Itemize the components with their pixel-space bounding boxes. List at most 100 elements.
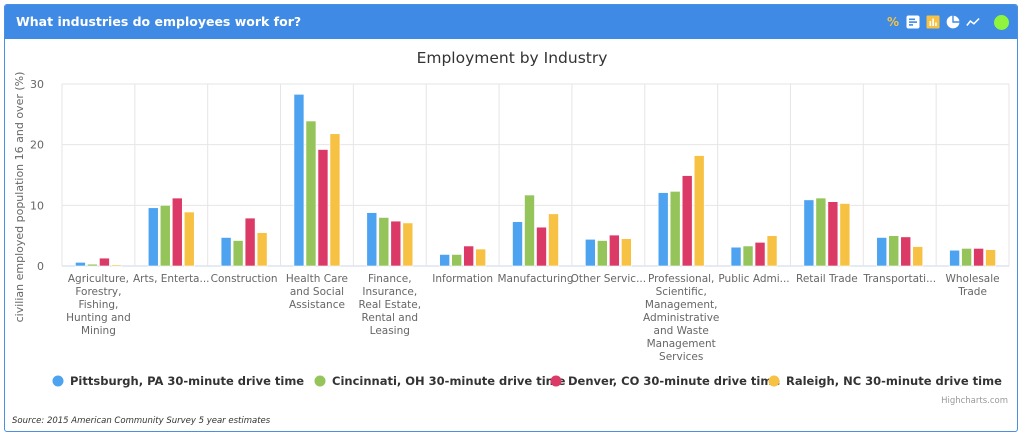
bar-denver-12[interactable]	[973, 248, 984, 267]
bar-denver-1[interactable]	[171, 197, 183, 267]
bar-cincinnati-8[interactable]	[669, 191, 681, 267]
percent-toggle-button[interactable]: %	[886, 15, 900, 29]
legend-item[interactable]: Pittsburgh, PA 30-minute drive time	[52, 374, 305, 388]
bar-denver-8[interactable]	[681, 175, 693, 267]
x-tick-label: Public Admi...	[718, 273, 789, 285]
bar-raleigh-0[interactable]	[111, 264, 122, 267]
bar-raleigh-2[interactable]	[256, 232, 268, 267]
bar-raleigh-6[interactable]	[548, 213, 559, 267]
percent-icon: %	[886, 15, 900, 29]
line-chart-button[interactable]	[966, 15, 980, 29]
legend-marker-icon	[768, 375, 780, 387]
chart-toolbar: %	[886, 12, 1009, 32]
bar-cincinnati-10[interactable]	[815, 197, 827, 267]
bar-denver-6[interactable]	[536, 226, 547, 267]
bar-pittsburgh-8[interactable]	[657, 192, 669, 267]
bar-raleigh-11[interactable]	[912, 246, 924, 267]
x-tick-label: Construction	[211, 273, 278, 285]
x-tick-label: Finance, Insurance, Real Estate, Rental and…	[359, 273, 422, 337]
y-tick-label: 20	[30, 139, 44, 152]
bar-cincinnati-1[interactable]	[159, 205, 171, 267]
y-tick-label: 10	[30, 199, 44, 212]
bar-pittsburgh-11[interactable]	[876, 237, 888, 267]
x-tick-label: Information	[432, 273, 493, 285]
bar-pittsburgh-10[interactable]	[803, 199, 815, 267]
y-tick-label: 30	[30, 78, 44, 91]
bar-denver-10[interactable]	[827, 201, 839, 267]
grid	[61, 83, 1010, 267]
x-tick-label: Health Care and Social Assistance	[286, 273, 348, 311]
legend-label: Denver, CO 30-minute drive time	[568, 374, 780, 388]
bar-pittsburgh-7[interactable]	[585, 239, 596, 267]
highcharts-credits[interactable]: Highcharts.com	[941, 396, 1008, 406]
legend-label: Cincinnati, OH 30-minute drive time	[332, 374, 566, 388]
bars	[75, 94, 996, 267]
bar-cincinnati-11[interactable]	[888, 235, 900, 267]
bar-cincinnati-9[interactable]	[742, 245, 754, 267]
x-tick-label: Other Servic...	[571, 273, 647, 285]
bar-pittsburgh-5[interactable]	[439, 254, 450, 267]
bar-raleigh-8[interactable]	[693, 155, 705, 267]
legend-marker-icon	[550, 375, 562, 387]
bar-denver-3[interactable]	[317, 149, 329, 267]
bar-cincinnati-6[interactable]	[524, 194, 535, 267]
legend: Pittsburgh, PA 30-minute drive time Cinci…	[52, 374, 1003, 388]
bar-chart-button[interactable]	[906, 15, 920, 29]
bar-raleigh-7[interactable]	[621, 238, 632, 267]
bar-cincinnati-5[interactable]	[451, 254, 462, 267]
panel-title: What industries do employees work for?	[16, 14, 302, 29]
x-tick-label: Manufacturing	[497, 273, 573, 285]
x-tick-label: Agriculture, Forestry, Fishing, Hunting and…	[66, 273, 131, 337]
line-chart-icon	[966, 17, 980, 26]
y-axis-title: civilian employed population 16 and over…	[13, 72, 26, 323]
bar-pittsburgh-2[interactable]	[220, 237, 232, 267]
bar-raleigh-1[interactable]	[183, 211, 195, 267]
y-axis-ticks: 0 10 20 30	[30, 78, 44, 273]
bar-denver-5[interactable]	[463, 245, 474, 267]
bar-denver-2[interactable]	[244, 217, 256, 267]
bar-denver-4[interactable]	[390, 220, 402, 267]
bar-pittsburgh-1[interactable]	[147, 207, 159, 267]
bar-pittsburgh-3[interactable]	[293, 94, 305, 267]
column-chart-button[interactable]	[926, 15, 940, 29]
bar-cincinnati-12[interactable]	[961, 248, 972, 267]
column-chart-icon	[926, 15, 940, 29]
bar-raleigh-4[interactable]	[402, 222, 414, 267]
bar-denver-9[interactable]	[754, 242, 766, 267]
bar-cincinnati-7[interactable]	[597, 240, 608, 267]
chart-panel: What industries do employees work for? %	[4, 4, 1018, 432]
bar-cincinnati-3[interactable]	[305, 120, 317, 267]
bar-cincinnati-4[interactable]	[378, 217, 390, 267]
legend-item[interactable]: Cincinnati, OH 30-minute drive time	[314, 374, 566, 388]
bar-cincinnati-2[interactable]	[232, 240, 244, 267]
bar-pittsburgh-0[interactable]	[75, 262, 86, 267]
chart-title: Employment by Industry	[417, 49, 608, 67]
x-tick-label: Wholesale Trade	[946, 273, 1000, 298]
status-indicator	[994, 14, 1009, 30]
x-tick-label: Transportati...	[862, 273, 936, 285]
panel-header: What industries do employees work for? %	[5, 5, 1017, 39]
bar-raleigh-12[interactable]	[985, 249, 996, 267]
bar-pittsburgh-12[interactable]	[949, 249, 960, 267]
source-note: Source: 2015 American Community Survey 5…	[12, 416, 271, 426]
legend-label: Pittsburgh, PA 30-minute drive time	[70, 374, 304, 388]
bar-raleigh-9[interactable]	[766, 235, 778, 267]
bar-raleigh-3[interactable]	[329, 133, 341, 267]
bar-raleigh-5[interactable]	[475, 248, 486, 267]
employment-chart: Employment by Industry civilian employed…	[13, 49, 1010, 388]
bar-cincinnati-0[interactable]	[87, 263, 98, 267]
bar-denver-7[interactable]	[609, 234, 620, 267]
legend-item[interactable]: Raleigh, NC 30-minute drive time	[768, 374, 1003, 388]
bar-pittsburgh-6[interactable]	[512, 221, 523, 267]
x-tick-label: Arts, Enterta...	[133, 273, 210, 285]
bar-denver-11[interactable]	[900, 236, 912, 267]
legend-marker-icon	[314, 375, 326, 387]
x-tick-label: Retail Trade	[796, 273, 858, 285]
bar-denver-0[interactable]	[99, 257, 110, 267]
horizontal-bar-chart-icon	[906, 15, 920, 29]
legend-item[interactable]: Denver, CO 30-minute drive time	[550, 374, 781, 388]
pie-chart-button[interactable]	[946, 15, 960, 29]
bar-pittsburgh-4[interactable]	[366, 212, 378, 267]
bar-raleigh-10[interactable]	[839, 203, 851, 267]
bar-pittsburgh-9[interactable]	[730, 246, 742, 267]
